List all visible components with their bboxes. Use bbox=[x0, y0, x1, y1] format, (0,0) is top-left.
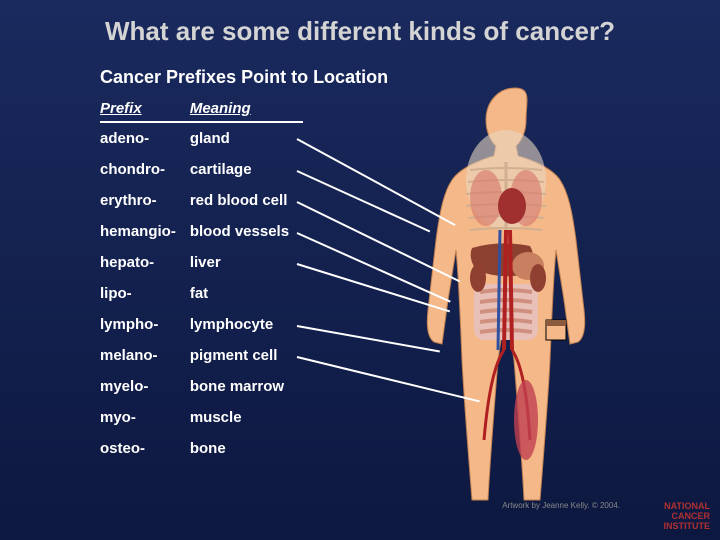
cell-meaning: gland bbox=[190, 122, 303, 154]
cell-meaning: muscle bbox=[190, 402, 303, 433]
anatomy-figure bbox=[370, 80, 660, 525]
cell-meaning: lymphocyte bbox=[190, 309, 303, 340]
table-row: myo-muscle bbox=[100, 402, 303, 433]
cell-meaning: bone bbox=[190, 433, 303, 464]
heart bbox=[498, 188, 526, 224]
cell-prefix: osteo- bbox=[100, 433, 190, 464]
table-row: melano-pigment cell bbox=[100, 340, 303, 371]
cell-meaning: liver bbox=[190, 247, 303, 278]
table-row: hepato-liver bbox=[100, 247, 303, 278]
col-meaning: Meaning bbox=[190, 96, 303, 122]
kidney-left bbox=[470, 264, 486, 292]
cell-prefix: myelo- bbox=[100, 371, 190, 402]
vena-cava bbox=[498, 230, 500, 350]
cell-prefix: chondro- bbox=[100, 154, 190, 185]
table-row: hemangio-blood vessels bbox=[100, 216, 303, 247]
cell-meaning: red blood cell bbox=[190, 185, 303, 216]
slide-title: What are some different kinds of cancer? bbox=[0, 0, 720, 67]
table-row: lympho-lymphocyte bbox=[100, 309, 303, 340]
cell-meaning: bone marrow bbox=[190, 371, 303, 402]
table-row: chondro-cartilage bbox=[100, 154, 303, 185]
nci-logo: NATIONAL CANCER INSTITUTE bbox=[664, 502, 711, 532]
cell-prefix: melano- bbox=[100, 340, 190, 371]
cell-prefix: myo- bbox=[100, 402, 190, 433]
cell-prefix: lipo- bbox=[100, 278, 190, 309]
thigh-muscle bbox=[514, 380, 538, 460]
cell-prefix: adeno- bbox=[100, 122, 190, 154]
cell-prefix: hepato- bbox=[100, 247, 190, 278]
cell-prefix: erythro- bbox=[100, 185, 190, 216]
cell-meaning: fat bbox=[190, 278, 303, 309]
prefix-table: Prefix Meaning adeno-glandchondro-cartil… bbox=[100, 96, 303, 464]
table-row: lipo-fat bbox=[100, 278, 303, 309]
table-row: erythro-red blood cell bbox=[100, 185, 303, 216]
kidney-right bbox=[530, 264, 546, 292]
cell-meaning: blood vessels bbox=[190, 216, 303, 247]
cell-meaning: pigment cell bbox=[190, 340, 303, 371]
col-prefix: Prefix bbox=[100, 96, 190, 122]
prefix-table-area: Cancer Prefixes Point to Location Prefix… bbox=[100, 67, 388, 464]
cell-prefix: hemangio- bbox=[100, 216, 190, 247]
skin-inset-epidermis bbox=[546, 320, 566, 326]
table-row: myelo-bone marrow bbox=[100, 371, 303, 402]
cell-meaning: cartilage bbox=[190, 154, 303, 185]
table-subtitle: Cancer Prefixes Point to Location bbox=[100, 67, 388, 88]
lung-left bbox=[470, 170, 502, 226]
cell-prefix: lympho- bbox=[100, 309, 190, 340]
table-row: osteo-bone bbox=[100, 433, 303, 464]
logo-line3: INSTITUTE bbox=[664, 522, 711, 532]
table-row: adeno-gland bbox=[100, 122, 303, 154]
